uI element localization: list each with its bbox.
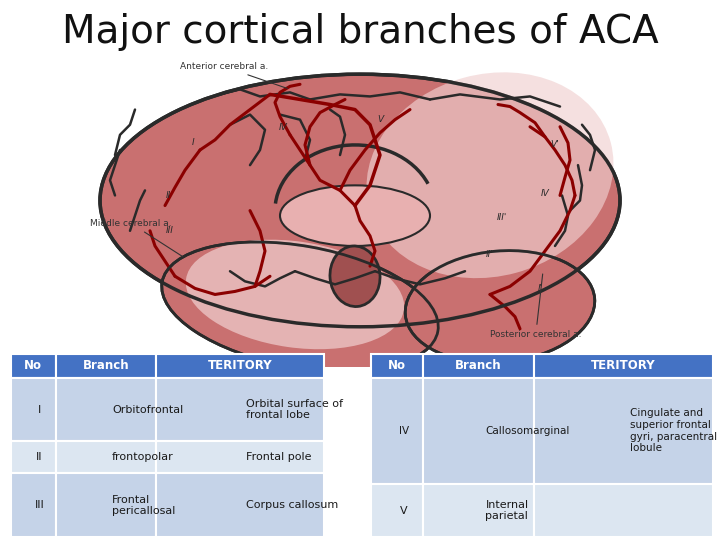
Bar <box>423 377 534 484</box>
Text: TERITORY: TERITORY <box>208 359 272 372</box>
Text: Posterior cerebral a.: Posterior cerebral a. <box>490 274 582 339</box>
Ellipse shape <box>366 72 613 278</box>
Bar <box>55 354 156 377</box>
Bar <box>156 442 324 474</box>
Bar <box>55 377 156 442</box>
Bar <box>423 354 534 377</box>
Text: Internal
parietal: Internal parietal <box>485 500 528 522</box>
Ellipse shape <box>162 242 438 371</box>
Bar <box>156 354 324 377</box>
Text: Orbitofrontal: Orbitofrontal <box>112 404 184 415</box>
Text: Callosomarginal: Callosomarginal <box>485 426 570 436</box>
Text: I: I <box>38 404 41 415</box>
Text: frontopolar: frontopolar <box>112 453 174 462</box>
Text: IV: IV <box>399 426 409 436</box>
Bar <box>423 484 534 537</box>
Text: III: III <box>35 501 45 510</box>
Bar <box>534 377 713 484</box>
Bar <box>371 484 423 537</box>
Bar <box>534 354 713 377</box>
Bar <box>11 474 55 537</box>
Text: Cingulate and
superior frontal
gyri, paracentral
lobule: Cingulate and superior frontal gyri, par… <box>631 408 718 453</box>
Text: Branch: Branch <box>83 359 129 372</box>
Text: Major cortical branches of ACA: Major cortical branches of ACA <box>62 14 658 51</box>
Ellipse shape <box>186 240 404 349</box>
Bar <box>371 377 423 484</box>
Text: No: No <box>388 359 406 372</box>
Ellipse shape <box>100 74 620 327</box>
Bar <box>371 354 423 377</box>
Text: III: III <box>166 226 174 235</box>
Text: Frontal pole: Frontal pole <box>246 453 312 462</box>
Text: Orbital surface of
frontal lobe: Orbital surface of frontal lobe <box>246 399 343 420</box>
Ellipse shape <box>330 246 380 307</box>
Bar <box>11 354 55 377</box>
Text: II': II' <box>486 249 494 259</box>
Text: I: I <box>192 138 194 147</box>
Bar <box>156 474 324 537</box>
Bar <box>55 442 156 474</box>
Bar <box>11 442 55 474</box>
Text: V': V' <box>551 140 559 150</box>
Ellipse shape <box>405 251 595 362</box>
Bar <box>11 377 55 442</box>
Ellipse shape <box>280 185 430 246</box>
Text: Middle cerebral a.: Middle cerebral a. <box>90 219 183 256</box>
Text: III': III' <box>497 213 507 222</box>
Text: V: V <box>377 115 383 124</box>
Text: II: II <box>36 453 42 462</box>
Text: IV: IV <box>279 123 287 132</box>
Text: V: V <box>400 505 408 516</box>
Text: Anterior cerebral a.: Anterior cerebral a. <box>180 62 287 89</box>
Text: Corpus callosum: Corpus callosum <box>246 501 338 510</box>
Text: No: No <box>24 359 42 372</box>
Text: IV: IV <box>541 189 549 198</box>
Bar <box>55 474 156 537</box>
Bar <box>534 484 713 537</box>
Text: II: II <box>166 191 171 200</box>
Text: TERITORY: TERITORY <box>591 359 656 372</box>
Bar <box>156 377 324 442</box>
Text: Branch: Branch <box>455 359 502 372</box>
Text: I': I' <box>537 284 543 293</box>
Text: Frontal
pericallosal: Frontal pericallosal <box>112 495 176 516</box>
